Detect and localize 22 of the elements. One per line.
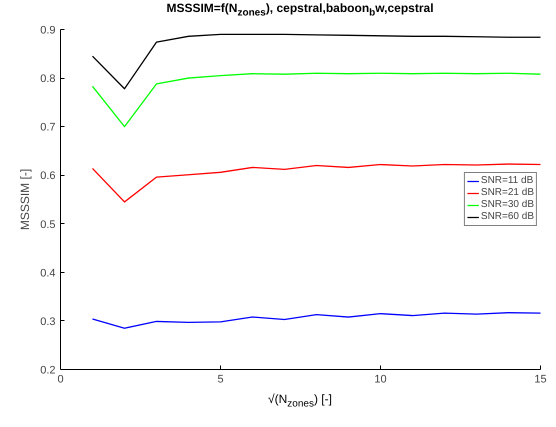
x-tick-label: 5 xyxy=(217,373,224,386)
line-series xyxy=(92,72,540,127)
y-tick-label: 0.9 xyxy=(40,24,56,36)
y-tick-label: 0.4 xyxy=(40,267,56,280)
chart-title: MSSSIM=f(N$_{zones}$), cepstral,baboon$_{b}$w,cepstral xyxy=(166,0,434,20)
legend-label: SNR=11 dB xyxy=(480,174,534,187)
legend-label: SNR=60 dB xyxy=(480,210,534,223)
x-tick-label: 15 xyxy=(534,373,547,386)
y-tick-label: 0.6 xyxy=(40,170,56,182)
y-tick-label: 0.7 xyxy=(40,121,56,134)
line-series xyxy=(92,33,540,90)
x-tick-label: 10 xyxy=(374,373,387,386)
y-tick-label: 0.2 xyxy=(40,364,56,376)
line-series xyxy=(92,312,540,329)
legend-label: SNR=30 dB xyxy=(480,198,534,211)
y-tick-label: 0.5 xyxy=(40,218,56,230)
y-axis-title: MSSSIM [-] xyxy=(18,168,32,230)
x-tick-label: 0 xyxy=(57,373,64,386)
y-tick-label: 0.8 xyxy=(40,72,56,85)
legend-label: SNR=21 dB xyxy=(480,186,534,199)
x-axis-title: √(N$_{zones}$) [-] xyxy=(268,390,332,412)
y-tick-label: 0.3 xyxy=(40,316,56,328)
